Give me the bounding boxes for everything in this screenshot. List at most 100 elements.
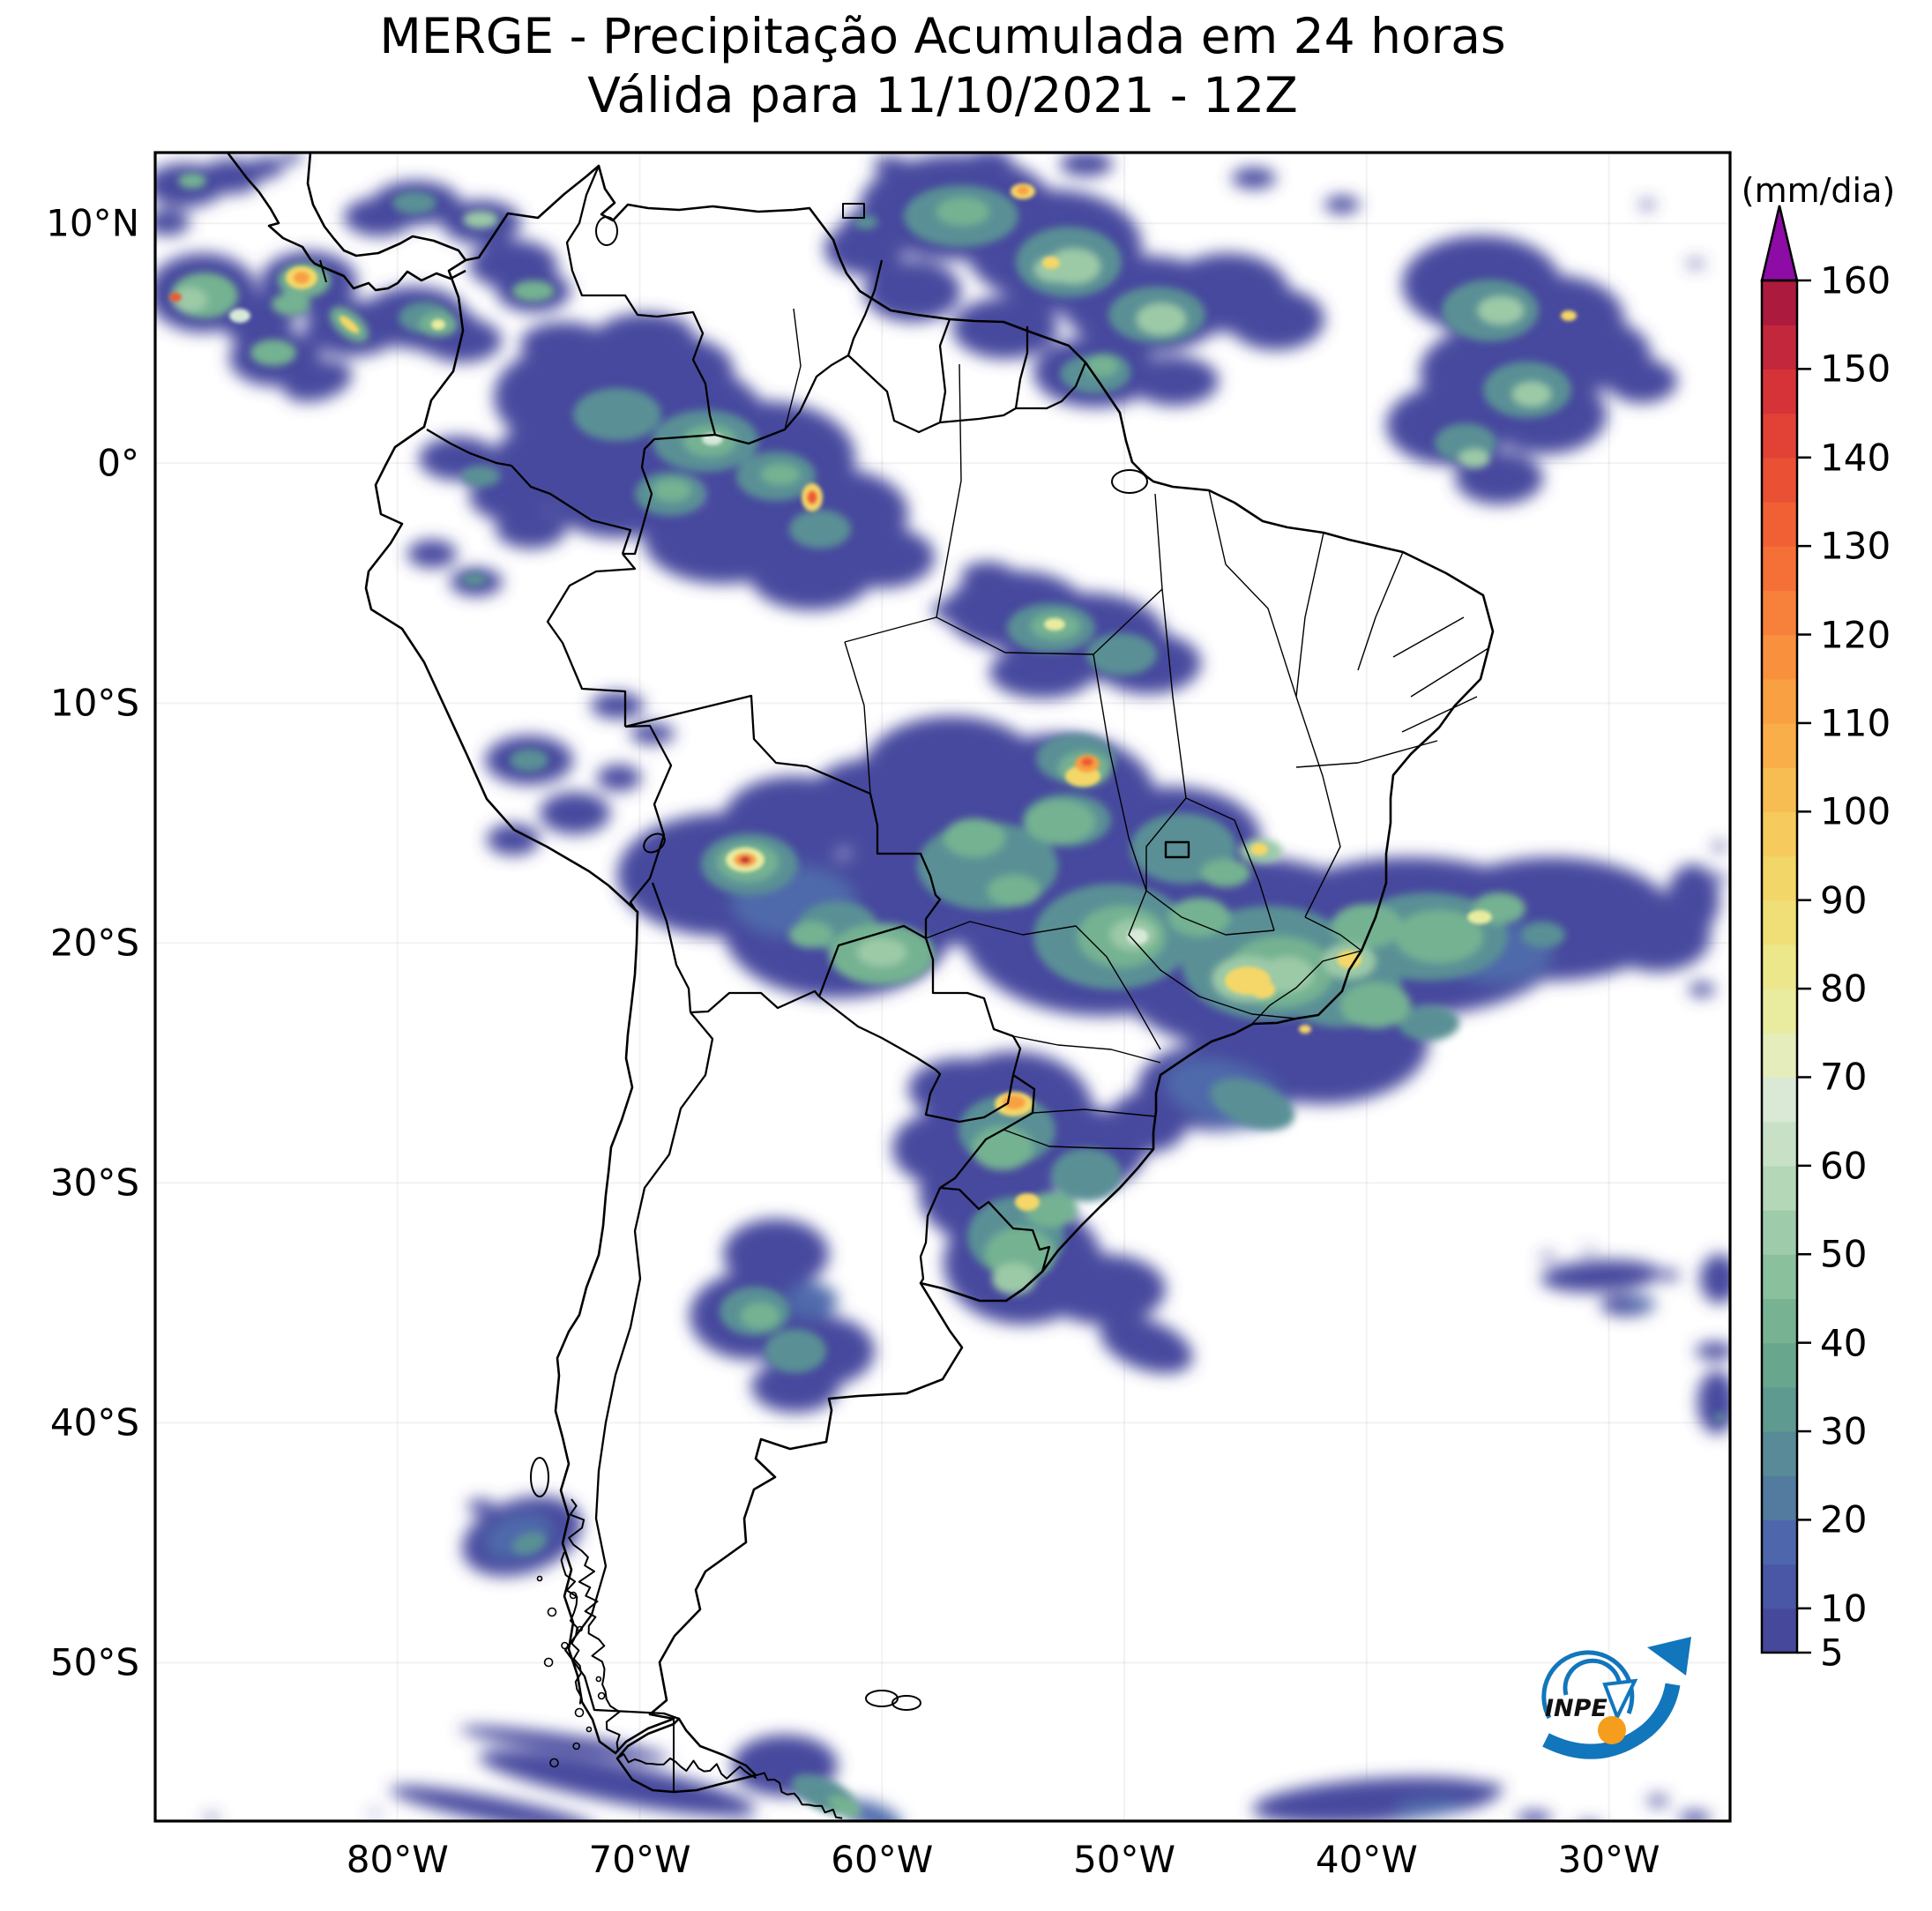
lat-tick-label: 0° <box>97 441 139 485</box>
colorbar-segment <box>1762 501 1797 547</box>
colorbar-segment <box>1762 1475 1797 1521</box>
precipitation-blob <box>653 479 691 502</box>
precipitation-blob <box>1015 1193 1040 1211</box>
precipitation-blob <box>1127 929 1148 944</box>
precipitation-blob <box>1607 359 1677 403</box>
precipitation-blob <box>1687 260 1704 267</box>
logo-orange-dot <box>1598 1716 1626 1744</box>
precipitation-blob <box>294 272 310 284</box>
colorbar-tick-label: 40 <box>1820 1321 1868 1365</box>
colorbar-segment <box>1762 1210 1797 1255</box>
precipitation-blob <box>723 1219 829 1289</box>
precipitation-blob <box>1100 1316 1193 1374</box>
precipitation-blob <box>461 466 500 487</box>
precipitation-blob <box>828 1795 862 1818</box>
colorbar-tick-label: 110 <box>1820 701 1891 745</box>
precipitation-blob <box>1521 922 1565 948</box>
colorbar-segment <box>1762 811 1797 857</box>
colorbar-segment <box>1762 1386 1797 1432</box>
precipitation-blob <box>1324 196 1360 213</box>
colorbar-segment <box>1762 1564 1797 1609</box>
precipitation-blob <box>520 322 608 366</box>
colorbar-tick-label: 160 <box>1820 258 1891 302</box>
precipitation-blob <box>1700 1254 1730 1303</box>
lat-tick-label: 30°S <box>49 1161 139 1205</box>
logo-down-arrow-icon <box>1602 1678 1638 1722</box>
precipitation-blob <box>540 792 610 834</box>
precipitation-blob <box>1398 1005 1459 1041</box>
precipitation-blob <box>467 1499 494 1513</box>
precipitation-blob <box>765 1329 826 1373</box>
figure-title: MERGE - Precipitação Acumulada em 24 hor… <box>379 8 1506 64</box>
precipitation-blob <box>1250 981 1275 998</box>
precipitation-blob <box>431 319 445 330</box>
precipitation-blob <box>597 313 694 357</box>
precipitation-blob <box>1714 1413 1725 1422</box>
precipitation-blob <box>1227 288 1324 350</box>
colorbar-tick-label: 100 <box>1820 789 1891 833</box>
precipitation-blob <box>1393 1798 1464 1818</box>
precipitation-blob <box>172 287 207 312</box>
precipitation-blob <box>1086 355 1118 377</box>
colorbar-segment <box>1762 634 1797 680</box>
precipitation-blob <box>785 1283 838 1318</box>
colorbar-tick-label: 60 <box>1820 1144 1868 1188</box>
colorbar-segment <box>1762 1298 1797 1344</box>
precipitation-blob <box>272 293 310 316</box>
lon-tick-label: 50°W <box>1073 1838 1176 1881</box>
precipitation-blob <box>1337 951 1361 968</box>
colorbar-segment <box>1762 944 1797 989</box>
colorbar-tick-label: 150 <box>1820 347 1891 391</box>
precipitation-blob <box>200 159 262 194</box>
precipitation-blob <box>1201 859 1250 887</box>
precipitation-blob <box>1459 1782 1503 1798</box>
colorbar-segment <box>1762 1608 1797 1653</box>
precipitation-blob <box>462 572 487 586</box>
precipitation-blob <box>1086 633 1157 676</box>
precipitation-blob <box>511 1532 547 1555</box>
colorbar-segment <box>1762 413 1797 459</box>
precipitation-blob <box>155 209 190 235</box>
precipitation-blob <box>512 280 555 302</box>
state-borders <box>784 308 1489 1150</box>
map-frame <box>153 151 1732 1823</box>
precipitation-blob <box>761 464 800 485</box>
precipitation-blob <box>1081 758 1093 766</box>
precipitation-blob <box>961 562 1014 588</box>
colorbar-segment <box>1762 1342 1797 1388</box>
precipitation-blob <box>751 1360 839 1413</box>
precipitation-blob <box>989 646 1095 698</box>
colorbar-tick-label: 50 <box>1820 1232 1868 1276</box>
colorbar-segment <box>1762 678 1797 724</box>
precipitation-blob <box>1478 296 1524 325</box>
lat-tick-label: 20°S <box>49 921 139 965</box>
precipitation-blob <box>789 510 851 549</box>
precipitation-blob <box>1576 1822 1602 1833</box>
precipitation-blob <box>1540 1253 1555 1260</box>
colorbar-segment <box>1762 546 1797 591</box>
colorbar-tick-label: 120 <box>1820 613 1891 657</box>
precipitation-blob <box>494 423 600 494</box>
colorbar-segment <box>1762 722 1797 768</box>
colorbar-segment <box>1762 1033 1797 1079</box>
lat-tick-label: 10°S <box>49 681 139 725</box>
precipitation-blob <box>390 1786 598 1821</box>
precipitation-blob <box>1395 910 1483 963</box>
precipitation-blob <box>1042 257 1060 269</box>
colorbar-segment <box>1762 1077 1797 1123</box>
precipitation-blob <box>392 191 436 214</box>
colorbar-segment <box>1762 369 1797 414</box>
precipitation-blob <box>992 1263 1036 1295</box>
precipitation-blob <box>496 510 566 549</box>
precipitation-blob <box>857 938 906 967</box>
precipitation-blob <box>1250 843 1268 855</box>
precipitation-blob <box>873 156 908 174</box>
precipitation-blob <box>1340 982 1411 1028</box>
logo-text: INPE <box>1545 1695 1608 1722</box>
lat-tick-label: 50°S <box>49 1640 139 1684</box>
precipitation-blob <box>205 1815 219 1821</box>
precipitation-blob <box>1210 1078 1294 1131</box>
precipitation-blob <box>369 1810 380 1816</box>
figure-title-block: MERGE - Precipitação Acumulada em 24 hor… <box>155 7 1730 125</box>
